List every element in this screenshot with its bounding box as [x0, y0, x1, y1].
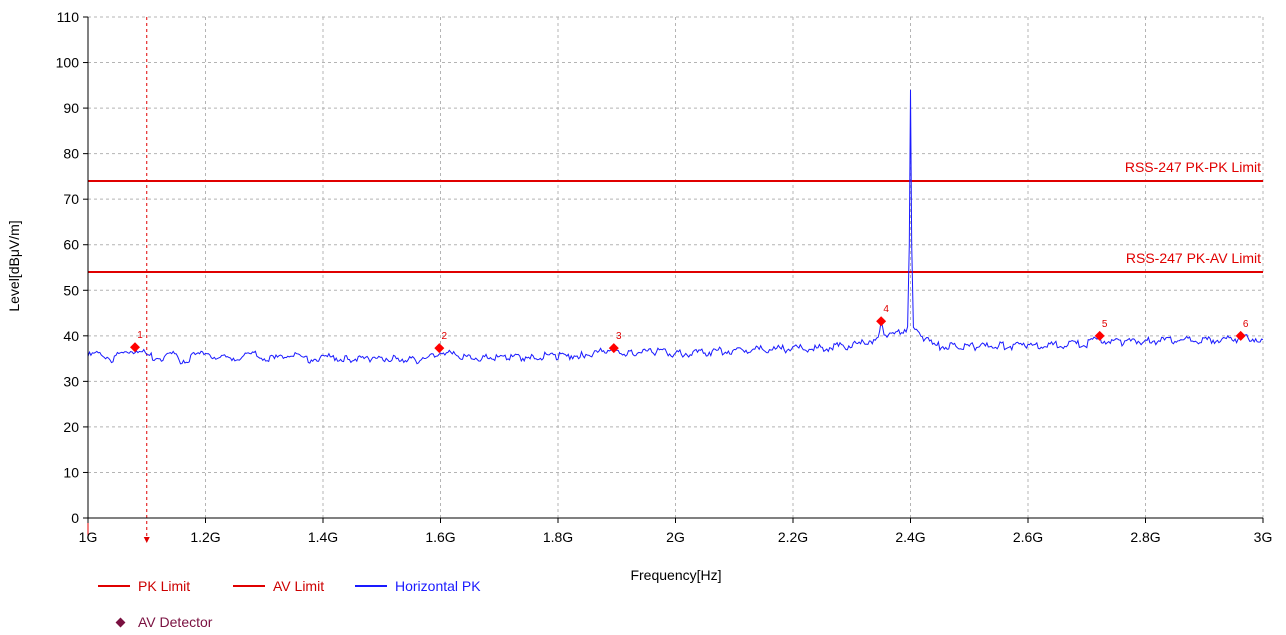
av-limit-swatch — [233, 585, 265, 587]
detector-marker-label: 1 — [137, 330, 143, 341]
y-tick-label: 60 — [63, 237, 79, 253]
x-tick-label: 1.8G — [543, 529, 573, 545]
x-tick-label: 1.4G — [308, 529, 338, 545]
detector-marker-label: 4 — [883, 304, 889, 315]
legend-label: AV Limit — [273, 578, 324, 594]
x-tick-label: 2.4G — [895, 529, 925, 545]
legend-label: AV Detector — [138, 614, 212, 630]
x-tick-label: 2.8G — [1130, 529, 1160, 545]
detector-markers: 1 2 3 4 5 6 — [130, 304, 1249, 353]
detector-marker-label: 2 — [442, 331, 448, 342]
y-tick-label: 20 — [63, 419, 79, 435]
y-tick-label: 30 — [63, 373, 79, 389]
y-tick-label: 110 — [57, 9, 80, 25]
detector-marker-label: 6 — [1243, 319, 1249, 330]
detector-marker — [434, 343, 444, 353]
legend-label: PK Limit — [138, 578, 190, 594]
horizontal-pk-swatch — [355, 585, 387, 587]
y-tick-label: 50 — [63, 282, 79, 298]
detector-marker — [1095, 331, 1105, 341]
y-tick-label: 10 — [63, 464, 79, 480]
limit-line-label: RSS-247 PK-PK Limit — [1125, 159, 1261, 175]
y-tick-label: 70 — [63, 191, 79, 207]
diamond-icon — [116, 617, 126, 627]
detector-marker-label: 3 — [616, 331, 622, 342]
legend-av-detector: AV Detector — [95, 614, 212, 630]
pk-limit-swatch — [98, 585, 130, 587]
y-tick-label: 40 — [63, 328, 79, 344]
series-lines — [88, 90, 1263, 364]
x-tick-label: 1.6G — [425, 529, 455, 545]
x-tick-label: 2.6G — [1013, 529, 1043, 545]
x-tick-label: 2.2G — [778, 529, 808, 545]
x-tick-label: 2G — [666, 529, 685, 545]
vertical-marker-arrow — [144, 537, 150, 543]
y-axis-label: Level[dBμV/m] — [6, 220, 22, 311]
detector-marker — [1236, 331, 1246, 341]
x-tick-label: 3G — [1254, 529, 1273, 545]
tick-labels: 0 10 20 30 40 50 60 70 80 90 100 110 1G 1.2G 1.4G 1.6G 1… — [56, 9, 1273, 545]
vertical-markers — [88, 17, 150, 543]
x-axis-label: Frequency[Hz] — [630, 567, 721, 583]
legend-label: Horizontal PK — [395, 578, 481, 594]
detector-marker-label: 5 — [1102, 319, 1108, 330]
legend-horizontal-pk: Horizontal PK — [355, 578, 481, 594]
legend-av-limit: AV Limit — [233, 578, 324, 594]
series-line — [88, 90, 1263, 364]
detector-marker — [130, 342, 140, 352]
limit-line-label: RSS-247 PK-AV Limit — [1126, 250, 1261, 266]
axes — [83, 17, 1263, 523]
grid-lines — [88, 17, 1263, 518]
y-tick-label: 90 — [63, 100, 79, 116]
y-tick-label: 80 — [63, 146, 79, 162]
detector-marker — [609, 343, 619, 353]
x-tick-label: 1.2G — [190, 529, 220, 545]
x-tick-label: 1G — [79, 529, 98, 545]
legend-pk-limit: PK Limit — [98, 578, 190, 594]
y-tick-label: 100 — [56, 55, 80, 71]
y-tick-label: 0 — [71, 510, 79, 526]
detector-marker — [876, 316, 886, 326]
